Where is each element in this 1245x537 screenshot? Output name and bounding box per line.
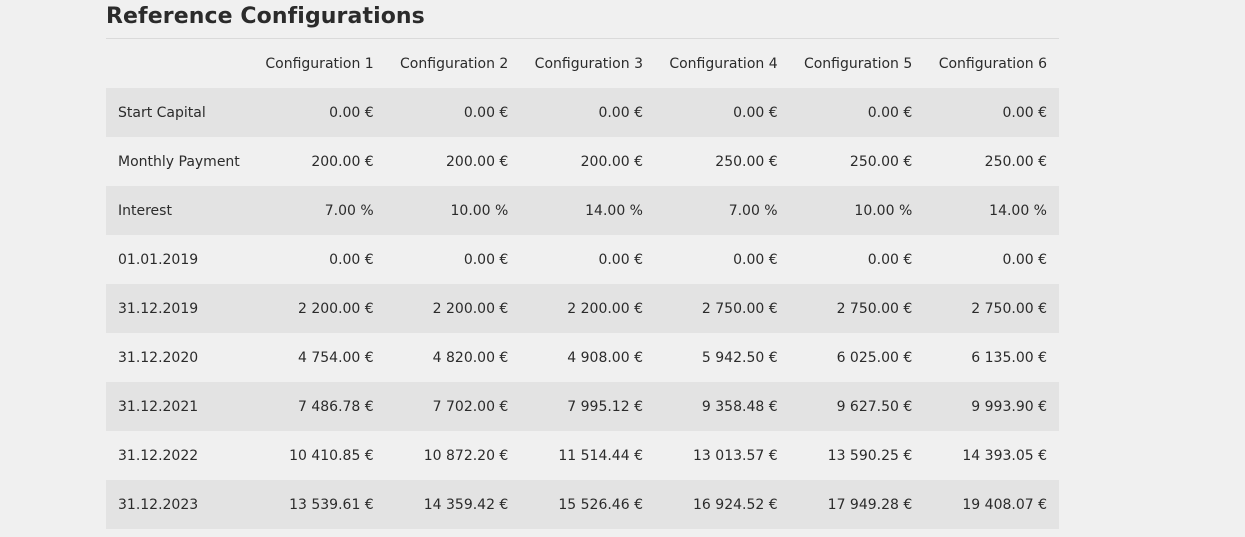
table-row: 31.12.2022 10 410.85 € 10 872.20 € 11 51… [106, 431, 1059, 480]
table-cell: 17 949.28 € [827, 496, 913, 513]
row-label: 31.12.2019 [118, 300, 199, 317]
table-cell: 15 526.46 € [558, 496, 643, 513]
row-label: Monthly Payment [118, 153, 240, 170]
table-cell: 0.00 € [1002, 104, 1047, 121]
table-cell: 0.00 € [329, 251, 374, 268]
table-cell: 0.00 € [598, 251, 643, 268]
table-cell: 0.00 € [733, 104, 778, 121]
table-cell: 0.00 € [867, 251, 913, 268]
table-row: Start Capital 0.00 € 0.00 € 0.00 € 0.00 … [106, 88, 1059, 137]
table-cell: 6 025.00 € [836, 349, 913, 366]
table-cell: 13 013.57 € [693, 447, 778, 464]
table-cell: 11 514.44 € [558, 447, 643, 464]
table-row: 31.12.2019 2 200.00 € 2 200.00 € 2 200.0… [106, 284, 1059, 333]
column-header: Configuration 2 [400, 56, 509, 72]
table-cell: 4 754.00 € [298, 349, 374, 366]
column-header: Configuration 6 [938, 56, 1047, 72]
table-cell: 2 200.00 € [567, 300, 643, 317]
column-header: Configuration 5 [803, 56, 913, 72]
table-cell: 0.00 € [733, 251, 778, 268]
header-row: Configuration 1 Configuration 2 Configur… [106, 40, 1059, 88]
table-cell: 7 702.00 € [432, 398, 509, 415]
row-label: Interest [118, 202, 172, 219]
table-cell: 4 820.00 € [432, 349, 509, 366]
table-cell: 0.00 € [598, 104, 643, 121]
table-cell: 0.00 € [867, 104, 913, 121]
table-cell: 19 408.07 € [962, 496, 1047, 513]
column-header: Configuration 3 [534, 56, 643, 72]
table-cell: 10.00 % [450, 202, 509, 219]
table-cell: 14 359.42 € [423, 496, 509, 513]
table-cell: 10 410.85 € [289, 447, 374, 464]
table-cell: 14.00 % [585, 202, 643, 219]
title-divider [106, 38, 1059, 39]
table-cell: 200.00 € [446, 153, 509, 170]
table-cell: 250.00 € [984, 153, 1047, 170]
table-cell: 13 539.61 € [289, 496, 374, 513]
table-cell: 2 750.00 € [971, 300, 1047, 317]
table-cell: 0.00 € [1002, 251, 1047, 268]
reference-configurations-table: Configuration 1 Configuration 2 Configur… [106, 40, 1059, 529]
row-label: 31.12.2022 [118, 447, 199, 464]
table-cell: 14 393.05 € [962, 447, 1047, 464]
table-cell: 6 135.00 € [971, 349, 1047, 366]
table-cell: 250.00 € [849, 153, 913, 170]
table-row: Monthly Payment 200.00 € 200.00 € 200.00… [106, 137, 1059, 186]
table-cell: 0.00 € [463, 251, 509, 268]
table-cell: 7 486.78 € [298, 398, 374, 415]
column-header: Configuration 4 [669, 56, 778, 72]
table-cell: 9 993.90 € [971, 398, 1047, 415]
table-row: 01.01.2019 0.00 € 0.00 € 0.00 € 0.00 € 0… [106, 235, 1059, 284]
table-cell: 200.00 € [311, 153, 374, 170]
row-label: 31.12.2020 [118, 349, 199, 366]
table-cell: 5 942.50 € [701, 349, 778, 366]
header-corner-cell [106, 40, 251, 88]
column-header: Configuration 1 [265, 56, 374, 72]
table-cell: 0.00 € [329, 104, 374, 121]
table-cell: 10.00 % [854, 202, 913, 219]
row-label: Start Capital [118, 104, 206, 121]
table-row: 31.12.2023 13 539.61 € 14 359.42 € 15 52… [106, 480, 1059, 529]
table-row: Interest 7.00 % 10.00 % 14.00 % 7.00 % 1… [106, 186, 1059, 235]
table-row: 31.12.2020 4 754.00 € 4 820.00 € 4 908.0… [106, 333, 1059, 382]
table-cell: 2 750.00 € [836, 300, 913, 317]
table-cell: 7 995.12 € [567, 398, 643, 415]
table-cell: 4 908.00 € [567, 349, 643, 366]
row-label: 01.01.2019 [118, 251, 199, 268]
table-row: 31.12.2021 7 486.78 € 7 702.00 € 7 995.1… [106, 382, 1059, 431]
table-cell: 9 358.48 € [701, 398, 778, 415]
section-title: Reference Configurations [106, 4, 425, 29]
table-cell: 2 200.00 € [298, 300, 374, 317]
table-cell: 200.00 € [580, 153, 643, 170]
table-cell: 14.00 % [989, 202, 1047, 219]
table-cell: 250.00 € [715, 153, 778, 170]
table-cell: 13 590.25 € [827, 447, 913, 464]
table-cell: 10 872.20 € [423, 447, 509, 464]
table-cell: 2 750.00 € [701, 300, 778, 317]
table-header: Configuration 1 Configuration 2 Configur… [106, 40, 1059, 88]
table-cell: 7.00 % [324, 202, 374, 219]
row-label: 31.12.2023 [118, 496, 199, 513]
row-label: 31.12.2021 [118, 398, 199, 415]
table-body: Start Capital 0.00 € 0.00 € 0.00 € 0.00 … [106, 88, 1059, 529]
table-cell: 16 924.52 € [693, 496, 778, 513]
table-cell: 0.00 € [463, 104, 509, 121]
table-cell: 9 627.50 € [836, 398, 913, 415]
table-cell: 2 200.00 € [432, 300, 509, 317]
table-cell: 7.00 % [728, 202, 778, 219]
